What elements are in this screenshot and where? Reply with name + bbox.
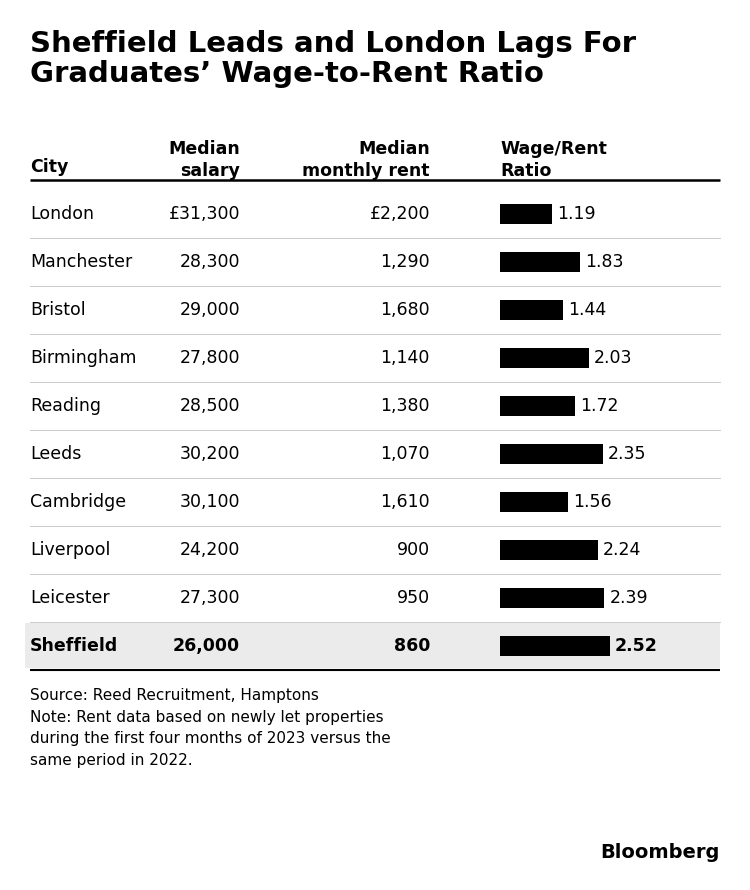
Text: Leeds: Leeds xyxy=(30,445,81,463)
Bar xyxy=(500,252,580,272)
Text: 2.52: 2.52 xyxy=(615,637,658,655)
Text: 30,100: 30,100 xyxy=(179,493,240,511)
Text: £2,200: £2,200 xyxy=(370,205,430,223)
Bar xyxy=(500,444,602,464)
Text: 29,000: 29,000 xyxy=(179,301,240,319)
Text: 1.44: 1.44 xyxy=(568,301,606,319)
Text: 1,140: 1,140 xyxy=(380,349,430,367)
Text: 1,610: 1,610 xyxy=(380,493,430,511)
Text: 2.39: 2.39 xyxy=(609,589,648,607)
Text: 24,200: 24,200 xyxy=(180,541,240,559)
Bar xyxy=(500,492,568,512)
Text: 28,500: 28,500 xyxy=(179,397,240,415)
Text: 860: 860 xyxy=(394,637,430,655)
Text: City: City xyxy=(30,158,68,176)
Text: Median
salary: Median salary xyxy=(168,140,240,180)
Bar xyxy=(500,204,552,224)
Text: 1.56: 1.56 xyxy=(573,493,612,511)
Text: Birmingham: Birmingham xyxy=(30,349,136,367)
Text: Graduates’ Wage-to-Rent Ratio: Graduates’ Wage-to-Rent Ratio xyxy=(30,60,544,88)
Text: Bloomberg: Bloomberg xyxy=(601,843,720,862)
Text: 1,070: 1,070 xyxy=(380,445,430,463)
Text: 27,800: 27,800 xyxy=(179,349,240,367)
Text: Reading: Reading xyxy=(30,397,101,415)
Bar xyxy=(500,300,562,320)
Text: Cambridge: Cambridge xyxy=(30,493,126,511)
Text: 1.83: 1.83 xyxy=(585,253,623,271)
Text: 950: 950 xyxy=(397,589,430,607)
Text: Manchester: Manchester xyxy=(30,253,132,271)
Text: 1.19: 1.19 xyxy=(557,205,596,223)
Bar xyxy=(500,540,598,560)
Text: Median
monthly rent: Median monthly rent xyxy=(302,140,430,180)
Bar xyxy=(500,396,575,416)
Text: 27,300: 27,300 xyxy=(179,589,240,607)
Text: Sheffield Leads and London Lags For: Sheffield Leads and London Lags For xyxy=(30,30,636,58)
Bar xyxy=(500,348,589,368)
Text: London: London xyxy=(30,205,94,223)
Text: Leicester: Leicester xyxy=(30,589,109,607)
Bar xyxy=(25,623,720,668)
Text: 2.35: 2.35 xyxy=(608,445,646,463)
Text: Sheffield: Sheffield xyxy=(30,637,118,655)
Text: 30,200: 30,200 xyxy=(179,445,240,463)
Bar xyxy=(500,588,604,608)
Bar xyxy=(500,636,610,656)
Text: 900: 900 xyxy=(397,541,430,559)
Text: 1,290: 1,290 xyxy=(380,253,430,271)
Text: 1,380: 1,380 xyxy=(380,397,430,415)
Text: 26,000: 26,000 xyxy=(172,637,240,655)
Text: £31,300: £31,300 xyxy=(169,205,240,223)
Text: Source: Reed Recruitment, Hamptons
Note: Rent data based on newly let properties: Source: Reed Recruitment, Hamptons Note:… xyxy=(30,688,391,768)
Text: Wage/Rent
Ratio: Wage/Rent Ratio xyxy=(500,140,607,180)
Text: 2.03: 2.03 xyxy=(593,349,632,367)
Text: 1,680: 1,680 xyxy=(380,301,430,319)
Text: 28,300: 28,300 xyxy=(179,253,240,271)
Text: 1.72: 1.72 xyxy=(580,397,619,415)
Text: Bristol: Bristol xyxy=(30,301,86,319)
Text: Liverpool: Liverpool xyxy=(30,541,110,559)
Text: 2.24: 2.24 xyxy=(603,541,641,559)
